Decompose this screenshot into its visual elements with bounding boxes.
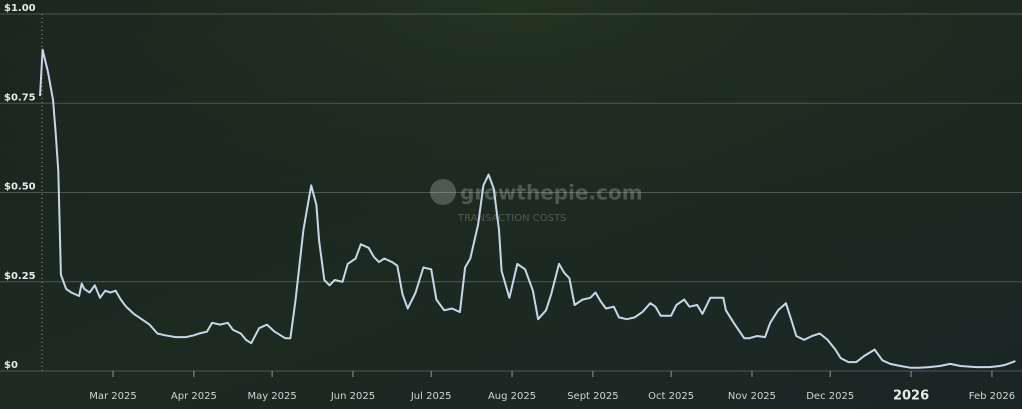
x-tick-label: Jul 2025	[410, 391, 452, 402]
x-tick-label: Dec 2025	[806, 391, 854, 402]
watermark-subtitle: TRANSACTION COSTS	[457, 213, 566, 224]
y-tick-label: $1.00	[4, 3, 36, 14]
grid: $0 $0.25 $0.50 $0.75 $1.00 Mar 2025 Apr 2025 Ma…	[0, 3, 1022, 404]
x-tick-label: Aug 2025	[488, 391, 536, 402]
x-tick-label: Feb 2026	[969, 391, 1015, 402]
plot	[39, 48, 1016, 369]
x-tick-label: Mar 2025	[89, 391, 137, 402]
x-tick-label: May 2025	[247, 391, 296, 402]
y-tick-label: $0.50	[4, 182, 36, 193]
x-tick-label: Sept 2025	[567, 391, 618, 402]
x-tick-label: Nov 2025	[728, 391, 776, 402]
watermark: growthepie.com TRANSACTION COSTS	[430, 179, 643, 224]
y-tick-label: $0	[4, 360, 18, 371]
series-line	[39, 48, 1016, 369]
y-tick-label: $0.25	[4, 271, 36, 282]
watermark-brand: growthepie.com	[460, 181, 643, 205]
watermark-logo	[430, 179, 456, 205]
x-tick-label: Jun 2025	[330, 391, 375, 402]
x-tick-label: Apr 2025	[171, 391, 217, 402]
x-tick-label: 2026	[893, 389, 929, 404]
y-tick-label: $0.75	[4, 92, 36, 103]
x-tick-label: Oct 2025	[648, 391, 694, 402]
